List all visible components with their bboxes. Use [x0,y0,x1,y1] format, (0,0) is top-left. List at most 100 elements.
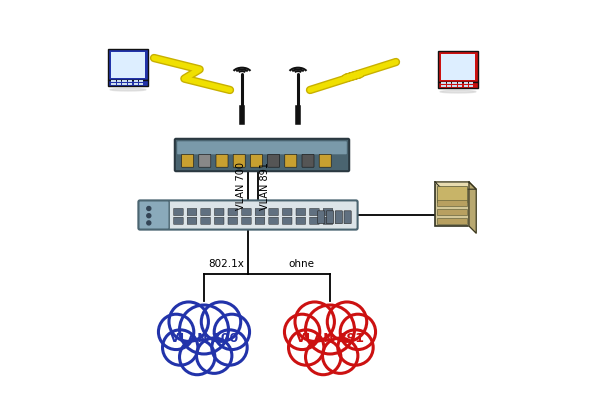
FancyBboxPatch shape [228,208,238,216]
Circle shape [289,330,324,365]
FancyBboxPatch shape [437,186,467,202]
FancyBboxPatch shape [447,82,451,84]
Circle shape [284,314,320,350]
Circle shape [179,305,229,354]
Circle shape [179,339,215,375]
FancyBboxPatch shape [250,154,262,167]
FancyBboxPatch shape [117,80,121,82]
FancyBboxPatch shape [437,209,467,215]
FancyBboxPatch shape [242,208,251,216]
FancyBboxPatch shape [187,208,197,216]
Text: 802.1x: 802.1x [208,259,244,269]
Circle shape [163,330,198,365]
FancyBboxPatch shape [310,208,319,216]
FancyBboxPatch shape [255,217,265,224]
FancyBboxPatch shape [233,154,245,167]
Polygon shape [435,182,476,189]
FancyBboxPatch shape [464,85,468,87]
FancyBboxPatch shape [214,208,224,216]
FancyBboxPatch shape [442,82,446,84]
FancyBboxPatch shape [122,83,127,85]
FancyBboxPatch shape [216,154,228,167]
FancyBboxPatch shape [173,217,183,224]
FancyBboxPatch shape [438,51,478,82]
Circle shape [147,206,151,210]
FancyBboxPatch shape [437,200,467,206]
FancyBboxPatch shape [283,217,292,224]
FancyBboxPatch shape [128,83,133,85]
FancyBboxPatch shape [242,217,251,224]
FancyBboxPatch shape [112,83,116,85]
Text: VLAN 891: VLAN 891 [296,332,364,344]
FancyBboxPatch shape [296,208,305,216]
FancyBboxPatch shape [310,217,319,224]
Text: ohne: ohne [288,259,314,269]
FancyBboxPatch shape [139,83,143,85]
FancyBboxPatch shape [458,82,463,84]
Circle shape [327,302,367,341]
FancyBboxPatch shape [201,217,211,224]
Circle shape [147,221,151,225]
FancyBboxPatch shape [323,208,333,216]
FancyBboxPatch shape [139,80,143,82]
FancyBboxPatch shape [435,182,469,226]
Circle shape [169,302,208,341]
Text: VLAN 700: VLAN 700 [170,332,238,344]
FancyBboxPatch shape [139,200,358,230]
FancyBboxPatch shape [464,82,468,84]
FancyBboxPatch shape [173,208,183,216]
FancyBboxPatch shape [452,85,457,87]
Circle shape [197,338,232,373]
FancyBboxPatch shape [285,154,297,167]
Circle shape [305,305,355,354]
FancyBboxPatch shape [452,82,457,84]
Circle shape [147,214,151,218]
FancyBboxPatch shape [199,154,211,167]
FancyBboxPatch shape [458,85,463,87]
FancyBboxPatch shape [134,83,138,85]
Ellipse shape [440,90,476,93]
FancyBboxPatch shape [269,217,278,224]
FancyBboxPatch shape [108,80,148,86]
FancyBboxPatch shape [438,82,478,88]
FancyBboxPatch shape [326,211,334,224]
Circle shape [323,338,358,373]
FancyBboxPatch shape [187,217,197,224]
Circle shape [214,314,250,350]
FancyBboxPatch shape [317,211,325,224]
FancyBboxPatch shape [110,52,145,78]
FancyBboxPatch shape [335,211,343,224]
FancyBboxPatch shape [269,208,278,216]
FancyBboxPatch shape [302,154,314,167]
FancyBboxPatch shape [344,211,351,224]
FancyBboxPatch shape [122,80,127,82]
FancyBboxPatch shape [175,139,349,171]
FancyBboxPatch shape [440,54,475,80]
FancyBboxPatch shape [139,201,169,229]
Polygon shape [469,182,476,233]
FancyBboxPatch shape [134,80,138,82]
FancyBboxPatch shape [228,217,238,224]
FancyBboxPatch shape [283,208,292,216]
FancyBboxPatch shape [437,218,467,224]
FancyBboxPatch shape [442,85,446,87]
FancyBboxPatch shape [112,80,116,82]
FancyBboxPatch shape [182,154,194,167]
FancyBboxPatch shape [296,217,305,224]
FancyBboxPatch shape [447,85,451,87]
FancyBboxPatch shape [108,49,148,80]
FancyBboxPatch shape [214,217,224,224]
FancyBboxPatch shape [319,154,331,167]
Circle shape [201,302,241,341]
FancyBboxPatch shape [128,80,133,82]
Circle shape [212,330,247,365]
Circle shape [295,302,334,341]
Text: VLAN 891: VLAN 891 [260,162,269,210]
Circle shape [338,330,373,365]
FancyBboxPatch shape [469,82,473,84]
Ellipse shape [110,88,146,91]
Circle shape [158,314,194,350]
FancyBboxPatch shape [323,217,333,224]
FancyBboxPatch shape [268,154,280,167]
Circle shape [305,339,341,375]
